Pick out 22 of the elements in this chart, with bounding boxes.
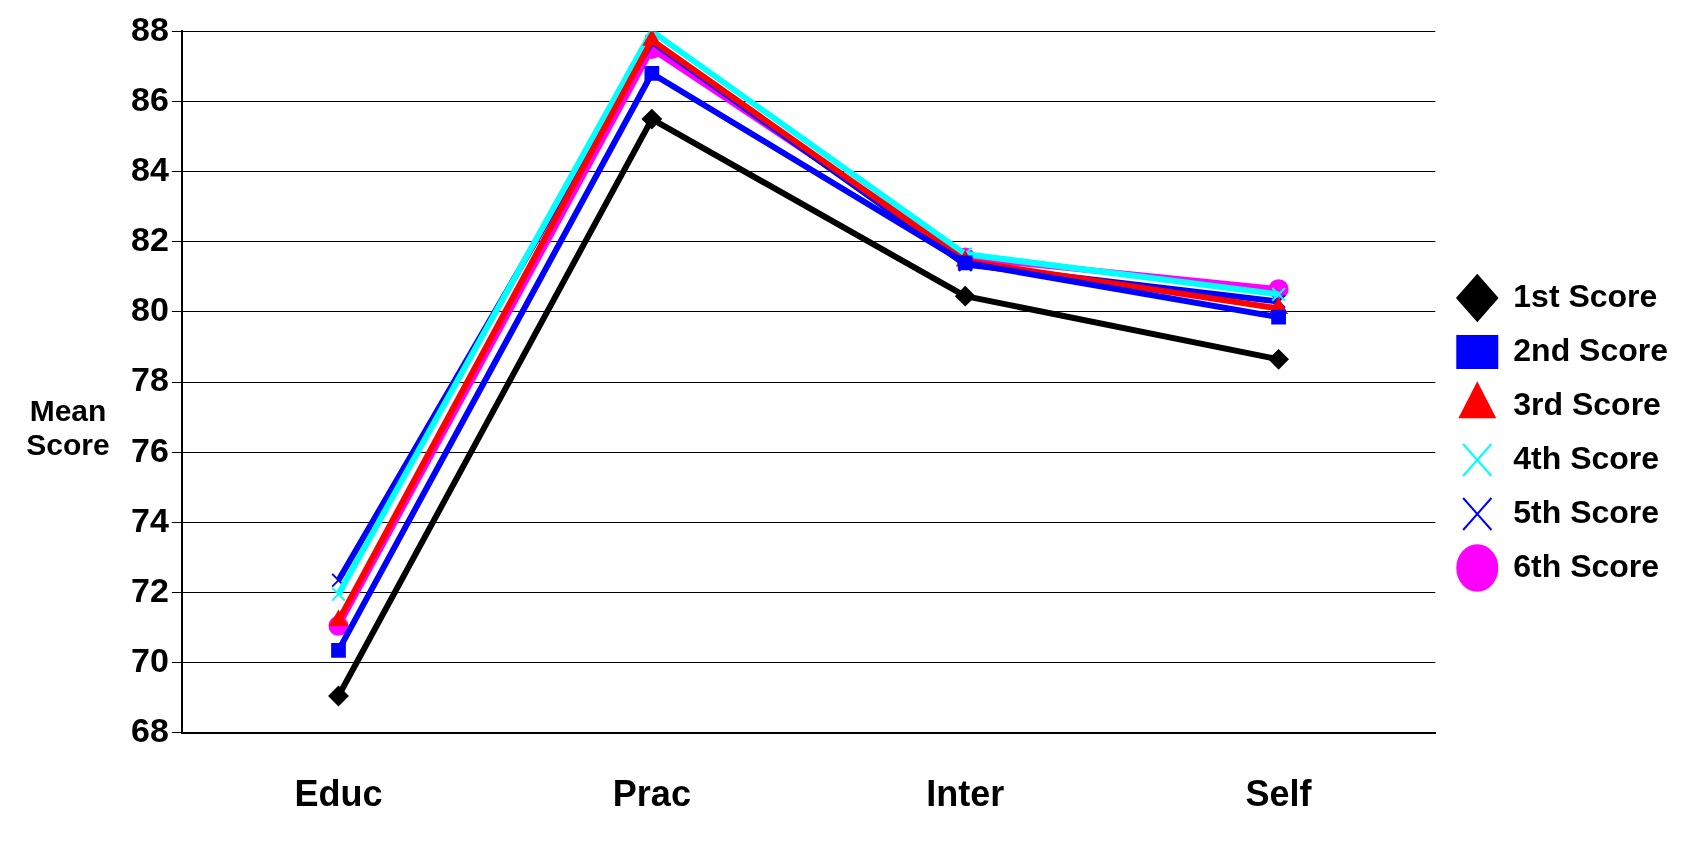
y-tick-label: 80 <box>130 290 169 329</box>
legend-label: 2nd Score <box>1513 331 1668 368</box>
x-tick-label: Educ <box>294 773 383 815</box>
legend-label: 1st Score <box>1513 277 1658 314</box>
x-tick-label: Prac <box>612 773 691 815</box>
y-tick-label: 84 <box>130 150 169 189</box>
y-tick-label: 68 <box>130 711 169 750</box>
legend-label: 5th Score <box>1513 493 1660 530</box>
y-tick-label: 86 <box>130 79 169 118</box>
y-axis-title: Mean Score <box>25 394 111 462</box>
y-tick-label: 88 <box>130 9 169 48</box>
y-tick-label: 82 <box>130 220 169 259</box>
y-tick-label: 76 <box>130 430 169 469</box>
y-tick-label: 72 <box>130 570 169 609</box>
x-tick-label: Inter <box>926 773 1005 815</box>
legend-label: 4th Score <box>1513 439 1660 476</box>
y-tick-label: 74 <box>130 500 169 539</box>
legend-label: 6th Score <box>1513 547 1660 584</box>
legend-label: 3rd Score <box>1513 385 1661 422</box>
y-tick-label: 70 <box>130 641 169 680</box>
y-tick-label: 78 <box>130 360 169 399</box>
x-tick-label: Self <box>1245 773 1313 815</box>
